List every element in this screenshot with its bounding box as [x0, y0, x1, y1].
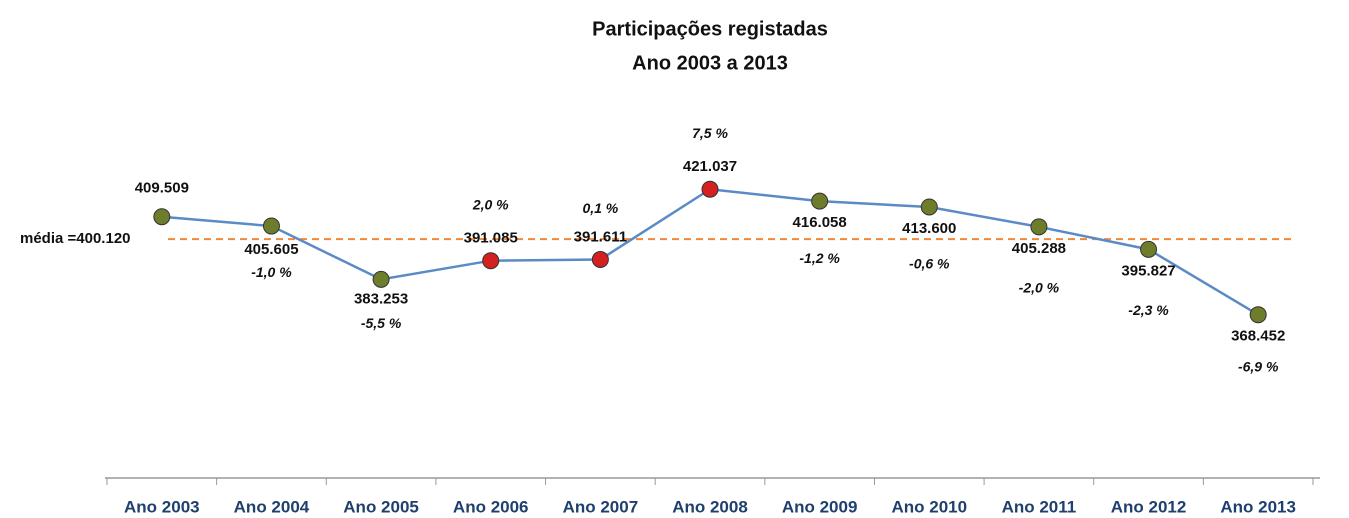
- data-label: 395.827: [1121, 262, 1175, 279]
- marker: [372, 270, 390, 288]
- line: [161, 187, 1259, 316]
- marker: [482, 252, 500, 270]
- marker: [1140, 240, 1158, 258]
- marker: [153, 208, 171, 226]
- data-label: 405.605: [244, 241, 298, 258]
- change-label: -2,0 %: [1019, 280, 1060, 296]
- chart-subtitle: Ano 2003 a 2013: [632, 52, 788, 74]
- x-tick-label: Ano 2013: [1220, 497, 1296, 516]
- data-label: 368.452: [1231, 328, 1285, 345]
- change-label: -1,0 %: [251, 264, 292, 280]
- data-label: 416.058: [793, 214, 847, 231]
- x-tick-label: Ano 2006: [453, 497, 529, 516]
- x-tick-label: Ano 2009: [782, 497, 858, 516]
- change-label: 2,0 %: [472, 196, 509, 212]
- change-label: -0,6 %: [909, 256, 950, 272]
- data-label: 405.288: [1012, 240, 1066, 257]
- marker: [1030, 218, 1048, 236]
- marker: [701, 180, 719, 198]
- marker: [1249, 306, 1267, 324]
- change-label: -1,2 %: [799, 250, 840, 266]
- chart-title: Participações registadas: [592, 18, 828, 40]
- marker: [920, 198, 938, 216]
- x-tick-label: Ano 2011: [1002, 497, 1077, 516]
- x-tick-label: Ano 2008: [672, 497, 748, 516]
- data-label: 391.085: [464, 230, 518, 247]
- x-tick-label: Ano 2010: [891, 497, 967, 516]
- x-tick-label: Ano 2007: [563, 497, 639, 516]
- mean-label: média =400.120: [20, 230, 131, 247]
- x-tick-label: Ano 2004: [234, 497, 310, 516]
- x-tick-label: Ano 2012: [1111, 497, 1187, 516]
- data-label: 383.253: [354, 290, 408, 307]
- change-label: -6,9 %: [1238, 358, 1279, 374]
- marker: [262, 217, 280, 235]
- change-label: -5,5 %: [361, 315, 402, 331]
- change-label: 7,5 %: [692, 125, 728, 141]
- data-label: 391.611: [574, 228, 627, 245]
- change-label: 0,1 %: [582, 200, 618, 216]
- marker: [591, 250, 609, 268]
- x-tick-label: Ano 2003: [124, 497, 200, 516]
- data-label: 421.037: [683, 158, 737, 175]
- x-tick-label: Ano 2005: [343, 497, 419, 516]
- data-label: 409.509: [135, 180, 189, 197]
- data-label: 413.600: [902, 220, 956, 237]
- marker: [811, 192, 829, 210]
- change-label: -2,3 %: [1128, 302, 1169, 318]
